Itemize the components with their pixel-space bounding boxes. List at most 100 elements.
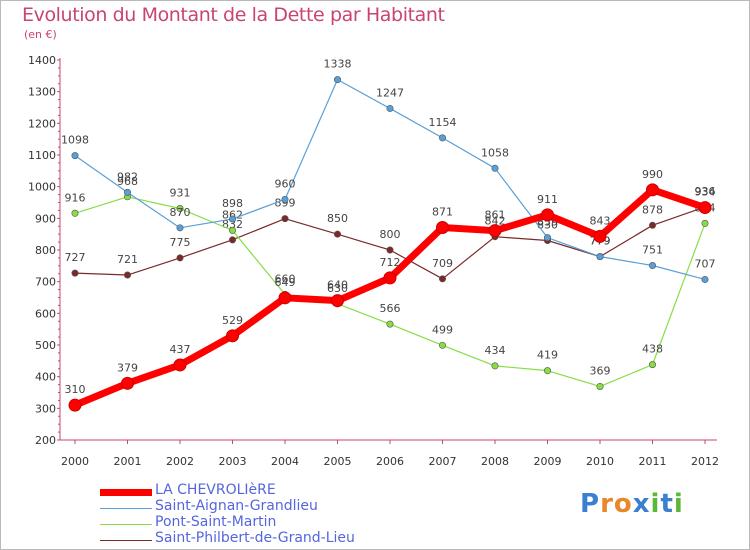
data-label: 968 xyxy=(117,175,138,188)
x-tick-label: 2012 xyxy=(691,455,719,468)
data-label: 843 xyxy=(590,214,611,227)
legend-swatch xyxy=(100,508,152,509)
y-tick-label: 1200 xyxy=(28,117,56,130)
data-point xyxy=(281,215,289,223)
logo-letter: i xyxy=(673,489,684,519)
y-tick-label: 1100 xyxy=(28,149,56,162)
y-tick-label: 1400 xyxy=(28,54,56,67)
proxiti-logo: Proxiti xyxy=(580,489,684,519)
legend-label: Saint-Aignan-Grandlieu xyxy=(155,498,318,514)
y-tick-label: 200 xyxy=(35,434,56,447)
data-label: 379 xyxy=(117,361,138,374)
data-point xyxy=(543,234,551,242)
data-label: 990 xyxy=(642,168,663,181)
legend-label: Saint-Philbert-de-Grand-Lieu xyxy=(155,530,355,546)
x-tick-label: 2010 xyxy=(586,455,614,468)
data-label: 861 xyxy=(485,209,506,222)
data-point xyxy=(648,221,656,229)
data-point xyxy=(596,253,604,261)
legend-item: Pont-Saint-Martin xyxy=(100,514,420,532)
y-tick-label: 1000 xyxy=(28,181,56,194)
logo-letter: t xyxy=(660,489,674,519)
data-label: 630 xyxy=(327,282,348,295)
x-tick-label: 2005 xyxy=(324,455,352,468)
legend-swatch xyxy=(100,524,152,525)
data-label: 982 xyxy=(117,170,138,183)
legend-swatch xyxy=(100,540,152,541)
data-label: 419 xyxy=(537,349,558,362)
data-label: 1247 xyxy=(376,86,404,99)
data-label: 566 xyxy=(380,302,401,315)
data-label: 499 xyxy=(432,323,453,336)
data-point xyxy=(173,358,187,372)
data-point xyxy=(71,152,79,160)
data-label: 1098 xyxy=(61,134,89,147)
y-tick-label: 1300 xyxy=(28,86,56,99)
data-label: 898 xyxy=(222,197,243,210)
data-point xyxy=(176,254,184,262)
data-label: 1154 xyxy=(429,116,457,129)
data-label: 862 xyxy=(222,208,243,221)
y-tick-label: 600 xyxy=(35,307,56,320)
y-tick-label: 900 xyxy=(35,212,56,225)
data-label: 830 xyxy=(537,219,558,232)
data-label: 709 xyxy=(432,257,453,270)
data-label: 434 xyxy=(485,344,506,357)
data-point xyxy=(438,134,446,142)
data-point xyxy=(541,208,554,222)
data-point xyxy=(278,291,292,305)
x-tick-label: 2009 xyxy=(534,455,562,468)
data-point xyxy=(71,269,79,277)
data-label: 1338 xyxy=(324,58,352,71)
data-point xyxy=(333,230,341,238)
data-point xyxy=(543,367,551,375)
y-tick-label: 800 xyxy=(35,244,56,257)
data-point xyxy=(331,294,344,308)
data-label: 369 xyxy=(590,364,611,377)
y-tick-label: 700 xyxy=(35,276,56,289)
data-point xyxy=(491,362,499,370)
x-tick-label: 2004 xyxy=(271,455,299,468)
data-point xyxy=(333,76,341,84)
data-point xyxy=(226,329,239,343)
data-point xyxy=(281,195,289,203)
data-label: 721 xyxy=(117,253,138,266)
series-line-0 xyxy=(73,186,707,409)
data-point xyxy=(71,209,79,217)
data-point xyxy=(386,246,394,254)
data-label: 640 xyxy=(327,279,348,292)
x-tick-label: 2011 xyxy=(639,455,667,468)
data-point xyxy=(701,219,709,227)
data-point xyxy=(436,221,449,235)
data-label: 751 xyxy=(642,244,663,257)
data-point xyxy=(596,382,604,390)
data-point xyxy=(386,104,394,112)
data-point xyxy=(229,215,237,223)
data-label: 775 xyxy=(170,236,191,249)
chart-title: Evolution du Montant de la Dette par Hab… xyxy=(22,4,445,26)
data-label: 800 xyxy=(380,228,401,241)
y-axis-unit: (en €) xyxy=(24,28,57,41)
logo-letter: x xyxy=(632,489,651,519)
data-point xyxy=(648,361,656,369)
data-label: 707 xyxy=(695,257,716,270)
x-tick-label: 2003 xyxy=(219,455,247,468)
data-label: 870 xyxy=(170,206,191,219)
legend-label: Pont-Saint-Martin xyxy=(155,514,277,530)
data-point xyxy=(438,275,446,283)
data-label: 437 xyxy=(170,343,191,356)
data-label: 660 xyxy=(275,272,296,285)
legend-swatch xyxy=(100,489,152,496)
y-tick-label: 400 xyxy=(35,371,56,384)
data-point xyxy=(124,271,132,279)
data-point xyxy=(229,226,237,234)
data-label: 916 xyxy=(65,191,86,204)
data-point xyxy=(701,275,709,283)
data-point xyxy=(176,224,184,232)
data-label: 1058 xyxy=(481,146,509,159)
x-tick-label: 2007 xyxy=(429,455,457,468)
x-tick-label: 2001 xyxy=(114,455,142,468)
data-label: 310 xyxy=(65,383,86,396)
y-tick-label: 500 xyxy=(35,339,56,352)
